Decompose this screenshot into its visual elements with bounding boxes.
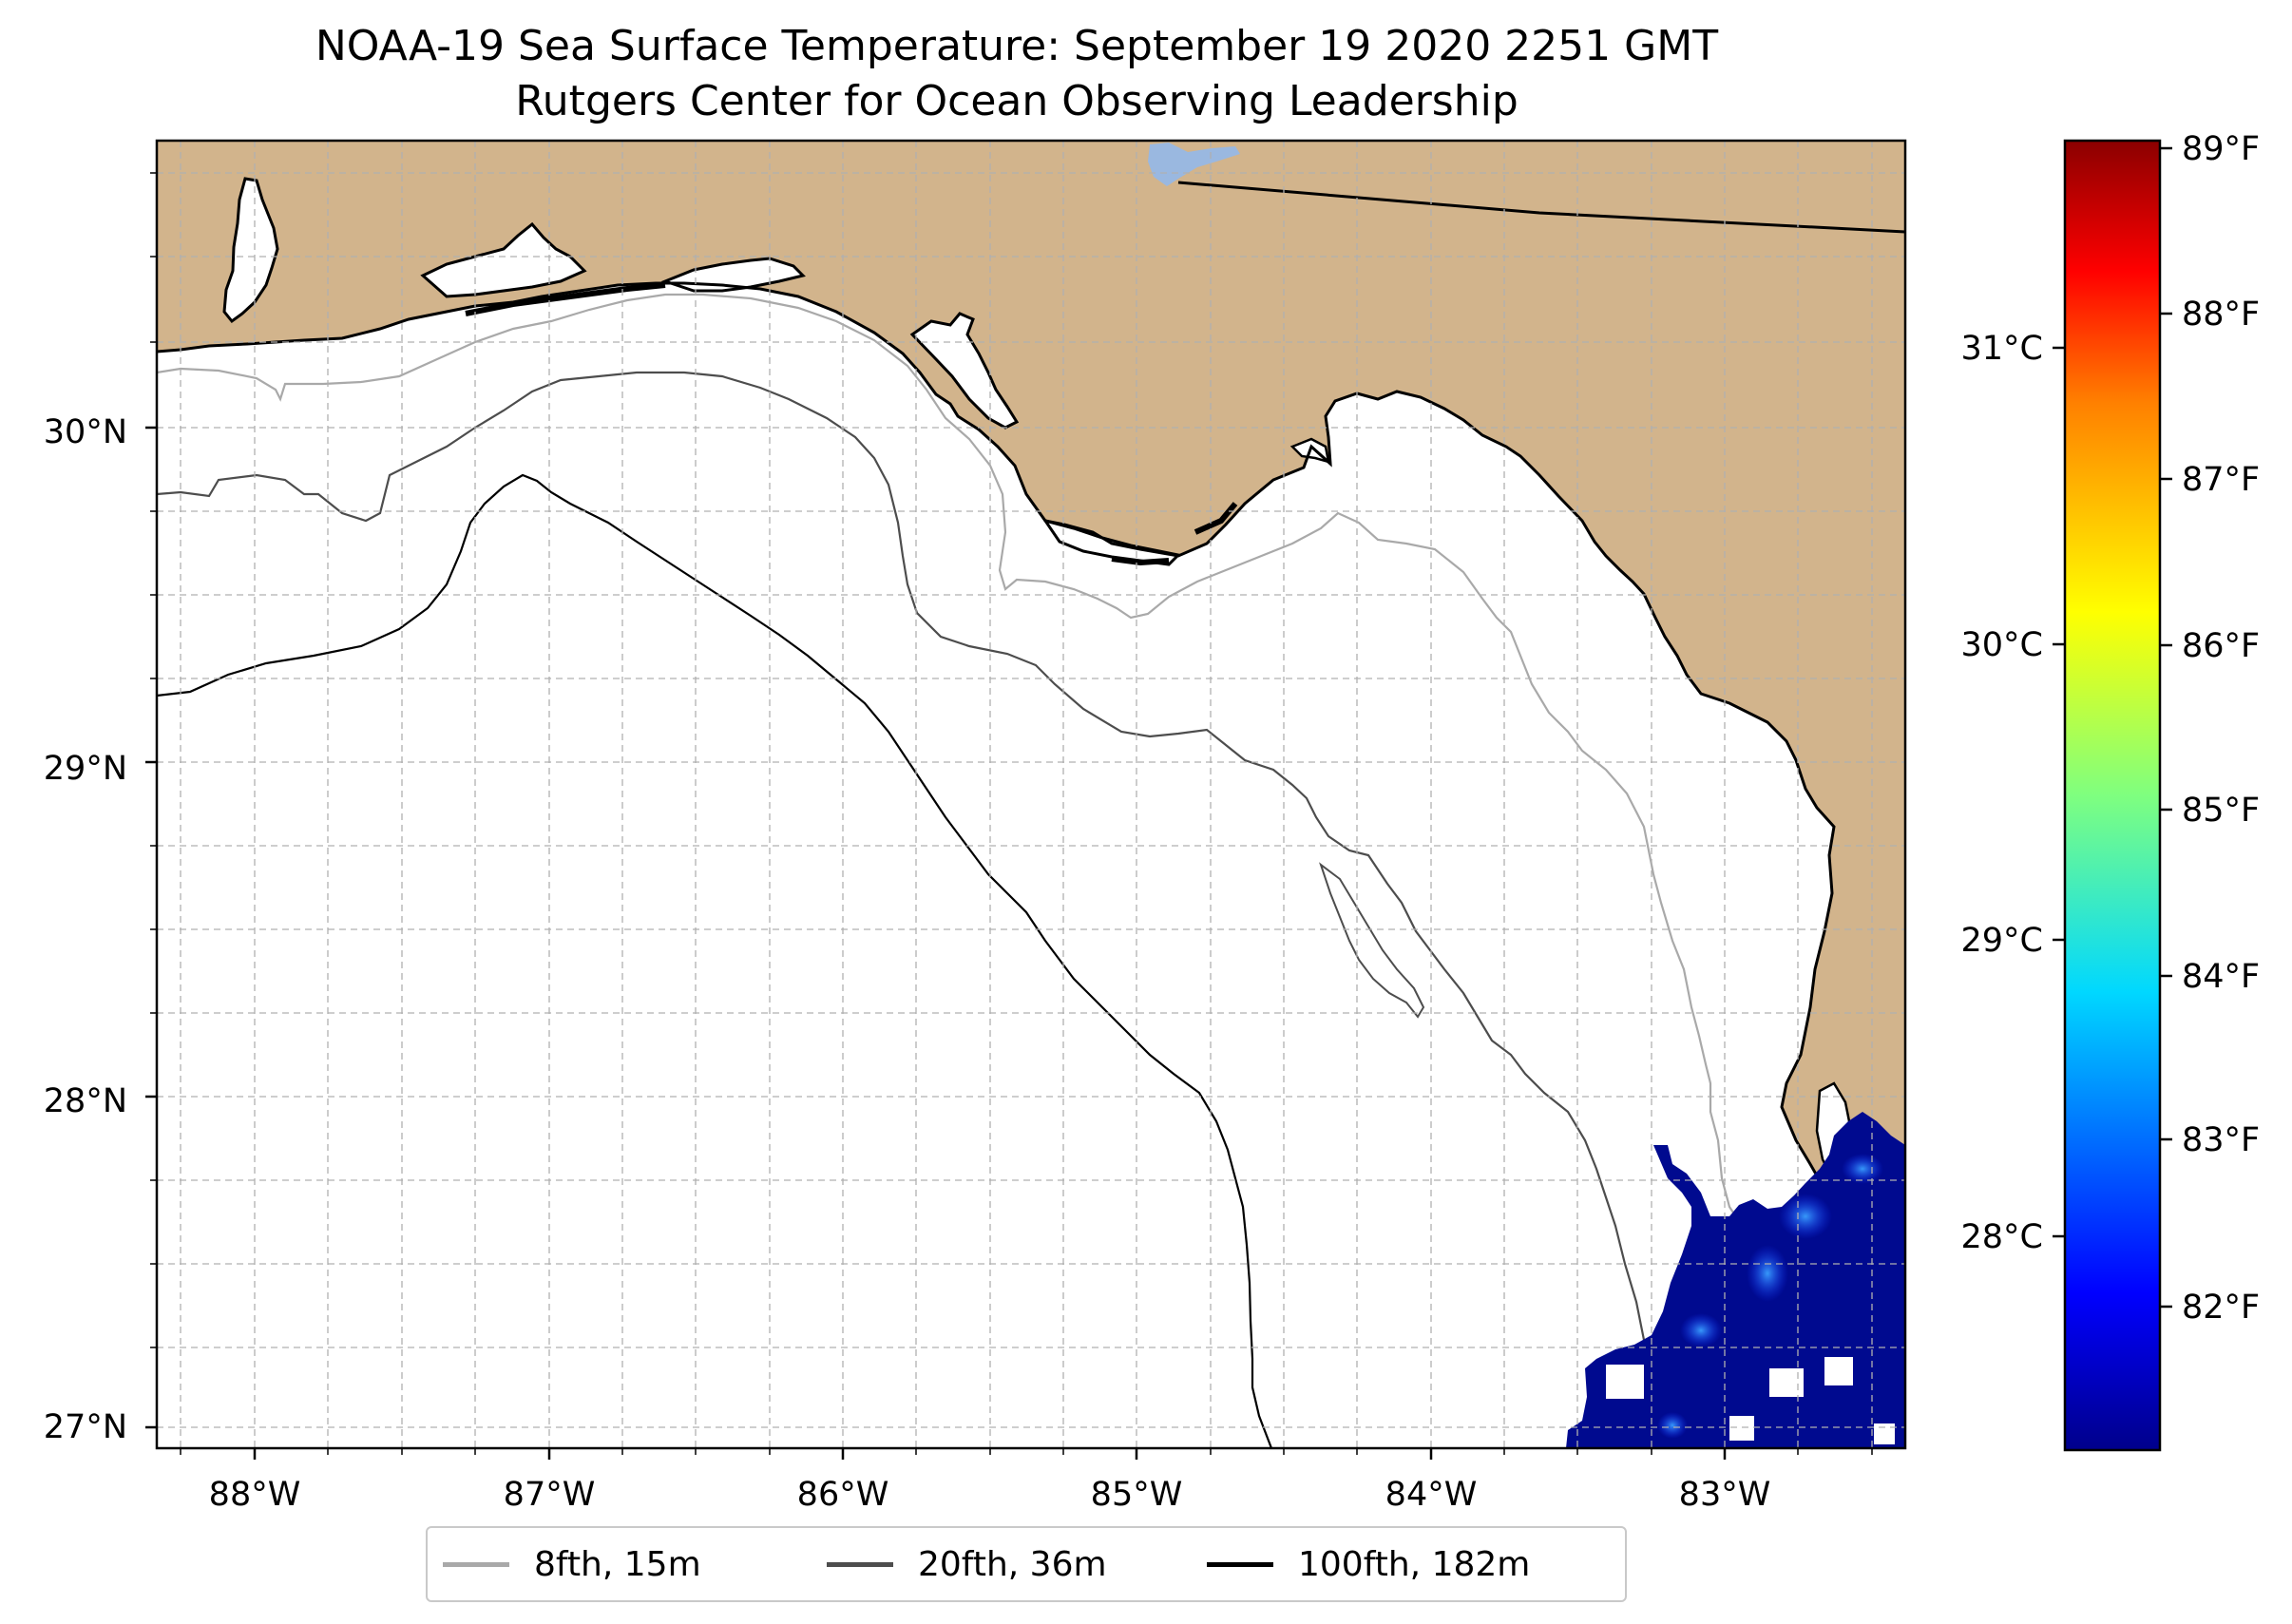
cb-label-30c: 30°C bbox=[1961, 626, 2043, 664]
isobath-182m bbox=[157, 473, 1273, 1448]
cb-label-84f: 84°F bbox=[2182, 958, 2260, 996]
legend-label-20fth: 20fth, 36m bbox=[918, 1544, 1107, 1584]
state-boundary bbox=[1177, 181, 1905, 234]
legend-swatch-8fth bbox=[443, 1561, 509, 1567]
colorbar-celsius-labels: 28°C 29°C 30°C 31°C bbox=[1961, 330, 2043, 1256]
isobath-legend: 8fth, 15m 20fth, 36m 100fth, 182m bbox=[426, 1526, 1627, 1602]
cb-label-89f: 89°F bbox=[2182, 130, 2260, 168]
lon-label-83w: 83°W bbox=[1679, 1476, 1771, 1514]
isobath-36m bbox=[157, 371, 1674, 1448]
isobath-15m bbox=[157, 293, 1854, 1448]
lat-label-27n: 27°N bbox=[44, 1408, 127, 1446]
legend-item-100fth: 100fth, 182m bbox=[1207, 1528, 1530, 1600]
legend-swatch-100fth bbox=[1207, 1561, 1273, 1567]
cb-label-83f: 83°F bbox=[2182, 1121, 2260, 1159]
land-mass bbox=[157, 141, 1905, 1448]
map-area bbox=[155, 139, 1907, 1450]
cb-label-82f: 82°F bbox=[2182, 1289, 2260, 1327]
cb-label-28c: 28°C bbox=[1961, 1218, 2043, 1256]
lon-label-84w: 84°W bbox=[1385, 1476, 1478, 1514]
map-title: NOAA-19 Sea Surface Temperature: Septemb… bbox=[315, 22, 1719, 70]
legend-label-100fth: 100fth, 182m bbox=[1298, 1544, 1531, 1584]
isobath-36m-shoal bbox=[1319, 862, 1425, 1019]
legend-swatch-20fth bbox=[827, 1561, 893, 1567]
lon-label-85w: 85°W bbox=[1091, 1476, 1183, 1514]
cb-label-87f: 87°F bbox=[2182, 461, 2260, 499]
cb-label-86f: 86°F bbox=[2182, 627, 2260, 665]
gridlines bbox=[157, 141, 1905, 1448]
legend-item-20fth: 20fth, 36m bbox=[827, 1528, 1107, 1600]
barrier-island bbox=[465, 282, 666, 316]
cb-label-31c: 31°C bbox=[1961, 330, 2043, 368]
colorbar: 82°F 83°F 84°F 85°F 86°F 87°F 88°F 89°F … bbox=[1961, 130, 2260, 1452]
lon-label-86w: 86°W bbox=[797, 1476, 889, 1514]
axis-ticks bbox=[145, 172, 1873, 1460]
barrier-island bbox=[1111, 556, 1170, 566]
lat-label-30n: 30°N bbox=[44, 413, 127, 451]
cb-label-29c: 29°C bbox=[1961, 922, 2043, 960]
lat-labels: 27°N 28°N 29°N 30°N bbox=[44, 413, 127, 1446]
lake bbox=[1148, 143, 1240, 186]
legend-label-8fth: 8fth, 15m bbox=[534, 1544, 701, 1584]
legend-item-8fth: 8fth, 15m bbox=[443, 1528, 701, 1600]
lon-label-88w: 88°W bbox=[209, 1476, 301, 1514]
cb-label-88f: 88°F bbox=[2182, 296, 2260, 334]
lat-label-28n: 28°N bbox=[44, 1082, 127, 1120]
colorbar-gradient bbox=[2063, 139, 2162, 1452]
sst-data-patch bbox=[1566, 1112, 1905, 1448]
cb-label-85f: 85°F bbox=[2182, 792, 2260, 830]
lon-label-87w: 87°W bbox=[504, 1476, 596, 1514]
mobile-bay bbox=[222, 177, 279, 324]
barrier-island bbox=[1194, 502, 1238, 535]
lat-label-29n: 29°N bbox=[44, 750, 127, 788]
map-frame bbox=[155, 139, 1907, 1450]
map-subtitle: Rutgers Center for Ocean Observing Leade… bbox=[515, 77, 1518, 125]
colorbar-fahrenheit-labels: 82°F 83°F 84°F 85°F 86°F 87°F 88°F 89°F bbox=[2182, 130, 2260, 1327]
lon-labels: 88°W 87°W 86°W 85°W 84°W 83°W bbox=[209, 1476, 1771, 1514]
pensacola-bay bbox=[420, 221, 587, 298]
